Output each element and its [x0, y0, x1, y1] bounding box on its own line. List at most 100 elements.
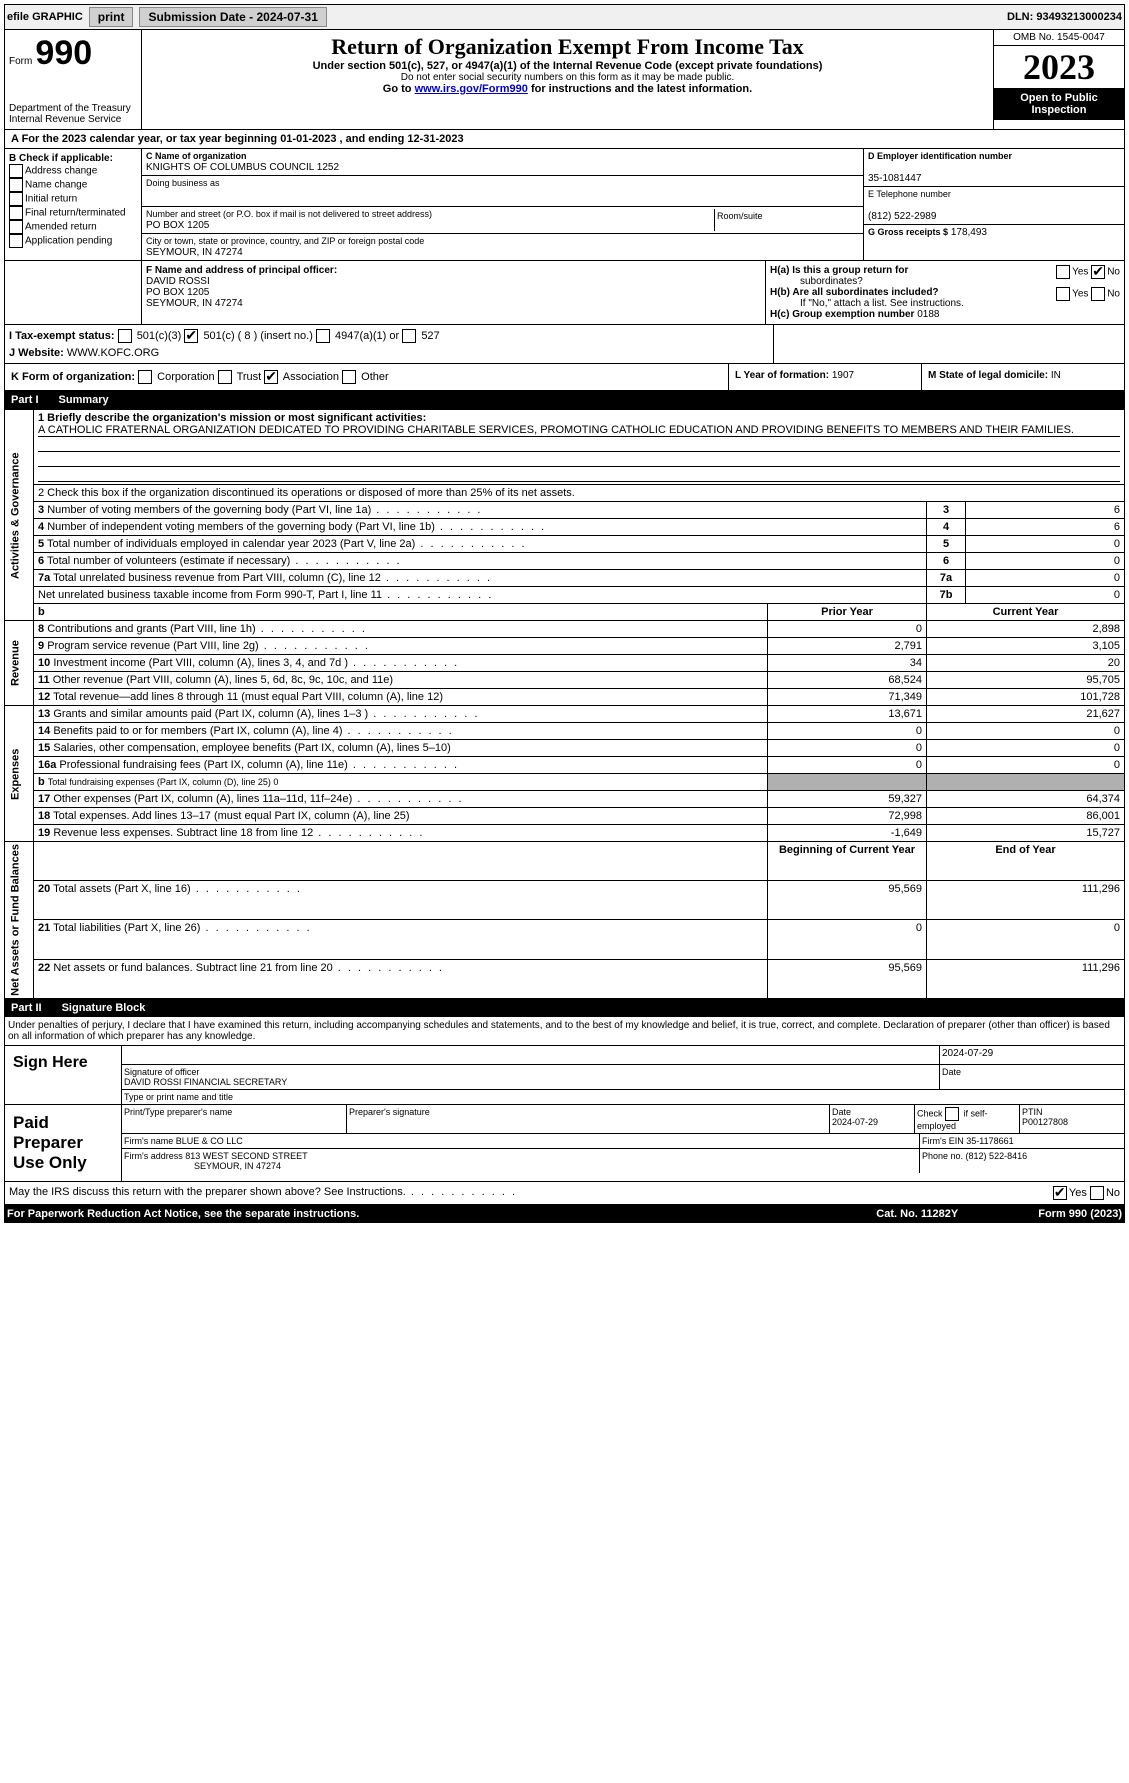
end-val: 0 [927, 920, 1125, 959]
cat-no: Cat. No. 11282Y [876, 1208, 958, 1220]
sign-here-label: Sign Here [5, 1046, 122, 1104]
org-city: SEYMOUR, IN 47274 [146, 247, 243, 258]
row-num: 5 [38, 538, 44, 550]
opt-amended: Amended return [25, 222, 97, 233]
goto-text: Go to [383, 83, 415, 95]
submission-date: Submission Date - 2024-07-31 [139, 7, 326, 27]
city-label: City or town, state or province, country… [146, 236, 424, 246]
row-text: Contributions and grants (Part VIII, lin… [47, 623, 367, 635]
insp-line2: Inspection [1031, 104, 1086, 116]
exp-row: 16a Professional fundraising fees (Part … [5, 757, 1125, 774]
row-num: 10 [38, 657, 50, 669]
hc-value: 0188 [917, 309, 939, 320]
row-text: Program service revenue (Part VIII, line… [47, 640, 370, 652]
row-num: 12 [38, 691, 50, 703]
row-num: 7a [38, 572, 50, 584]
domicile: IN [1051, 370, 1061, 381]
current-val: 2,898 [927, 621, 1125, 638]
row-num: 18 [38, 810, 50, 822]
part2-label: Part II [11, 1002, 42, 1014]
box-b-opt: Final return/terminated [9, 206, 137, 220]
website-label: J Website: [9, 347, 67, 359]
begin-val: 0 [768, 920, 927, 959]
box-b-label: B Check if applicable: [9, 153, 137, 164]
no-label3: No [1106, 1187, 1120, 1199]
row-num: b [38, 776, 45, 788]
firm-phone: (812) 522-8416 [966, 1151, 1028, 1161]
org-name: KNIGHTS OF COLUMBUS COUNCIL 1252 [146, 162, 339, 173]
gov-row: 4 Number of independent voting members o… [5, 519, 1125, 536]
box-k: K Form of organization: Corporation Trus… [5, 364, 728, 390]
row-num: 14 [38, 725, 50, 737]
ein-label: D Employer identification number [868, 151, 1012, 161]
row-text: Total unrelated business revenue from Pa… [53, 572, 492, 584]
inspection-box: Open to Public Inspection [994, 88, 1124, 120]
end-year-hdr: End of Year [927, 842, 1125, 881]
box-b: B Check if applicable: Address change Na… [5, 149, 142, 260]
box-l: L Year of formation: 1907 [728, 364, 921, 390]
part2-title: Signature Block [62, 1002, 146, 1014]
box-m: M State of legal domicile: IN [921, 364, 1124, 390]
opt-final-return: Final return/terminated [25, 208, 126, 219]
sig-officer-label: Signature of officer [124, 1067, 937, 1077]
shaded-cell [768, 774, 927, 791]
row-num: 17 [38, 793, 50, 805]
row-text: Benefits paid to or for members (Part IX… [53, 725, 453, 737]
title-cell: Return of Organization Exempt From Incom… [142, 30, 993, 129]
officer-name: DAVID ROSSI [146, 276, 210, 287]
row-text: Number of voting members of the governin… [47, 504, 482, 516]
exp-row: 14 Benefits paid to or for members (Part… [5, 723, 1125, 740]
ptin-value: P00127808 [1022, 1117, 1068, 1127]
net-row: 20 Total assets (Part X, line 16)95,5691… [5, 881, 1125, 920]
form-number: 990 [35, 34, 92, 72]
row-text: Total fundraising expenses (Part IX, col… [48, 777, 279, 787]
dept-label: Department of the Treasury [9, 103, 137, 114]
summary-table: Activities & Governance 1 Briefly descri… [4, 409, 1125, 999]
gov-row: Net unrelated business taxable income fr… [5, 587, 1125, 604]
form-header: Form 990 Department of the Treasury Inte… [4, 30, 1125, 130]
row-num: 13 [38, 708, 50, 720]
subtitle-1: Under section 501(c), 527, or 4947(a)(1)… [146, 60, 989, 72]
row-box: 3 [927, 502, 966, 519]
box-b-opt: Amended return [9, 220, 137, 234]
prior-val: 72,998 [768, 808, 927, 825]
row-text: Revenue less expenses. Subtract line 18 … [53, 827, 424, 839]
firm-addr: 813 WEST SECOND STREET [185, 1151, 307, 1161]
box-c: C Name of organization KNIGHTS OF COLUMB… [142, 149, 863, 260]
row-text: Total assets (Part X, line 16) [53, 883, 302, 895]
part1-bar: Part I Summary [4, 391, 1125, 409]
box-b-opt: Initial return [9, 192, 137, 206]
row-fh: F Name and address of principal officer:… [4, 261, 1125, 325]
ptin-label: PTIN [1022, 1107, 1043, 1117]
q1-label: 1 Briefly describe the organization's mi… [38, 412, 426, 424]
row-text: Total number of individuals employed in … [47, 538, 527, 550]
rev-row: 9 Program service revenue (Part VIII, li… [5, 638, 1125, 655]
row-text: Salaries, other compensation, employee b… [53, 742, 450, 754]
row-num: 20 [38, 883, 50, 895]
q1-text: A CATHOLIC FRATERNAL ORGANIZATION DEDICA… [38, 424, 1120, 437]
domicile-label: M State of legal domicile: [928, 370, 1051, 381]
ein-value: 35-1081447 [868, 173, 921, 184]
501c: 501(c) ( 8 ) (insert no.) [203, 330, 312, 342]
ha-label: H(a) Is this a group return for [770, 265, 908, 276]
addr-label: Number and street (or P.O. box if mail i… [146, 209, 432, 219]
year-formation-label: L Year of formation: [735, 370, 832, 381]
subtitle-2: Do not enter social security numbers on … [146, 72, 989, 83]
yes-label3: Yes [1069, 1187, 1087, 1199]
print-button[interactable]: print [89, 7, 134, 27]
row-text: Total liabilities (Part X, line 26) [53, 922, 312, 934]
box-j: J Website: WWW.KOFC.ORG [9, 347, 769, 359]
box-f: F Name and address of principal officer:… [142, 261, 765, 324]
form-id-cell: Form 990 Department of the Treasury Inte… [5, 30, 142, 129]
net-row: 21 Total liabilities (Part X, line 26)00 [5, 920, 1125, 959]
box-b-opt: Application pending [9, 234, 137, 248]
sign-date: 2024-07-29 [939, 1046, 1124, 1065]
prior-year-hdr: Prior Year [768, 604, 927, 621]
box-b-opt: Name change [9, 178, 137, 192]
box-i: I Tax-exempt status: 501(c)(3) 501(c) ( … [9, 329, 769, 343]
row-text: Net assets or fund balances. Subtract li… [53, 962, 444, 974]
row-num: 15 [38, 742, 50, 754]
gov-row: 5 Total number of individuals employed i… [5, 536, 1125, 553]
prior-val: 0 [768, 757, 927, 774]
irs-link[interactable]: www.irs.gov/Form990 [415, 83, 528, 95]
